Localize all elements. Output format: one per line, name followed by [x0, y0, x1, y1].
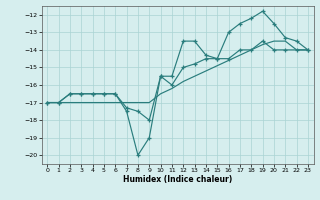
X-axis label: Humidex (Indice chaleur): Humidex (Indice chaleur)	[123, 175, 232, 184]
